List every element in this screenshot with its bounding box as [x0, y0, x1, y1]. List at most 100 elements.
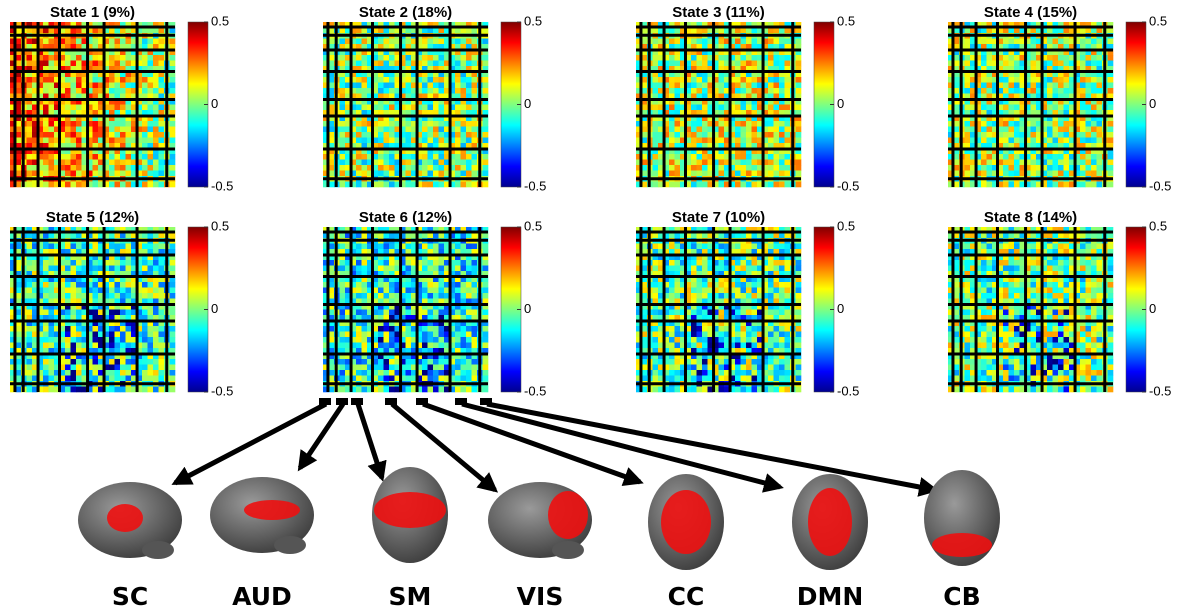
matrix-cell: [735, 160, 741, 166]
matrix-cell: [362, 138, 368, 144]
matrix-cell: [433, 105, 439, 111]
matrix-cell: [483, 55, 489, 61]
matrix-cell: [115, 55, 121, 61]
matrix-cell: [115, 260, 121, 266]
matrix-cell: [981, 88, 987, 94]
matrix-cell: [746, 171, 752, 177]
matrix-cell: [653, 154, 659, 160]
matrix-cell: [1108, 83, 1114, 89]
matrix-cell: [1053, 55, 1059, 61]
matrix-cell: [340, 182, 346, 188]
matrix-cell: [433, 154, 439, 160]
matrix-cell: [43, 337, 49, 343]
matrix-cell: [466, 171, 472, 177]
matrix-cell: [142, 138, 148, 144]
matrix-cell: [389, 160, 395, 166]
matrix-cell: [356, 266, 362, 272]
matrix-cell: [719, 105, 725, 111]
matrix-cell: [1014, 77, 1020, 83]
matrix-cell: [675, 105, 681, 111]
matrix-cell: [170, 132, 176, 138]
matrix-cell: [1053, 165, 1059, 171]
matrix-cell: [735, 39, 741, 45]
matrix-cell: [785, 121, 791, 127]
matrix-cell: [148, 332, 154, 338]
matrix-cell: [483, 154, 489, 160]
matrix-cell: [362, 105, 368, 111]
matrix-cell: [109, 343, 115, 349]
matrix-cell: [153, 55, 159, 61]
matrix-cell: [433, 61, 439, 67]
panel-title: State 4 (15%): [984, 4, 1077, 21]
matrix-cell: [439, 244, 445, 250]
matrix-cell: [1058, 160, 1064, 166]
matrix-cell: [65, 138, 71, 144]
matrix-cell: [483, 282, 489, 288]
matrix-cell: [76, 77, 82, 83]
matrix-cell: [340, 266, 346, 272]
matrix-cell: [1014, 121, 1020, 127]
colorbar-tick-label: 0.5: [211, 13, 229, 28]
matrix-cell: [697, 154, 703, 160]
matrix-cell: [120, 127, 126, 133]
matrix-cell: [461, 121, 467, 127]
matrix-cell: [65, 293, 71, 299]
matrix-cell: [472, 154, 478, 160]
matrix-cell: [768, 132, 774, 138]
matrix-cell: [1064, 61, 1070, 67]
matrix-cell: [785, 154, 791, 160]
matrix-cell: [1097, 132, 1103, 138]
matrix-cell: [126, 343, 132, 349]
matrix-cell: [433, 171, 439, 177]
matrix-cell: [49, 61, 55, 67]
matrix-cell: [433, 138, 439, 144]
matrix-cell: [1003, 121, 1009, 127]
matrix-cell: [483, 165, 489, 171]
matrix-cell: [768, 55, 774, 61]
matrix-cell: [1086, 165, 1092, 171]
matrix-cell: [1031, 182, 1037, 188]
matrix-cell: [702, 154, 708, 160]
matrix-cell: [1031, 121, 1037, 127]
matrix-cell: [159, 127, 165, 133]
matrix-cell: [142, 365, 148, 371]
matrix-cell: [389, 182, 395, 188]
matrix-cell: [719, 88, 725, 94]
matrix-cell: [76, 55, 82, 61]
matrix-cell: [774, 88, 780, 94]
matrix-cell: [93, 160, 99, 166]
matrix-cell: [153, 127, 159, 133]
matrix-cell: [472, 165, 478, 171]
matrix-cell: [159, 288, 165, 294]
matrix-cell: [987, 55, 993, 61]
matrix-cell: [1047, 138, 1053, 144]
matrix-cell: [768, 77, 774, 83]
matrix-cell: [389, 132, 395, 138]
matrix-cell: [433, 77, 439, 83]
matrix-cell: [356, 121, 362, 127]
matrix-cell: [1097, 182, 1103, 188]
matrix-cell: [76, 343, 82, 349]
matrix-cell: [170, 266, 176, 272]
matrix-cell: [378, 121, 384, 127]
colorbar-tick-label: 0.5: [524, 13, 542, 28]
matrix-cell: [768, 105, 774, 111]
matrix-cell: [153, 154, 159, 160]
matrix-cell: [669, 138, 675, 144]
colorbar-tick-label: 0: [524, 96, 531, 111]
matrix-cell: [422, 154, 428, 160]
matrix-cell: [702, 88, 708, 94]
matrix-cell: [153, 160, 159, 166]
matrix-cell: [49, 282, 55, 288]
matrix-cell: [93, 77, 99, 83]
matrix-cell: [49, 293, 55, 299]
matrix-cell: [148, 165, 154, 171]
matrix-cell: [768, 154, 774, 160]
matrix-cell: [653, 39, 659, 45]
matrix-cell: [148, 138, 154, 144]
matrix-cell: [981, 138, 987, 144]
matrix-cell: [472, 260, 478, 266]
matrix-cell: [389, 55, 395, 61]
matrix-cell: [702, 61, 708, 67]
matrix-cell: [362, 88, 368, 94]
